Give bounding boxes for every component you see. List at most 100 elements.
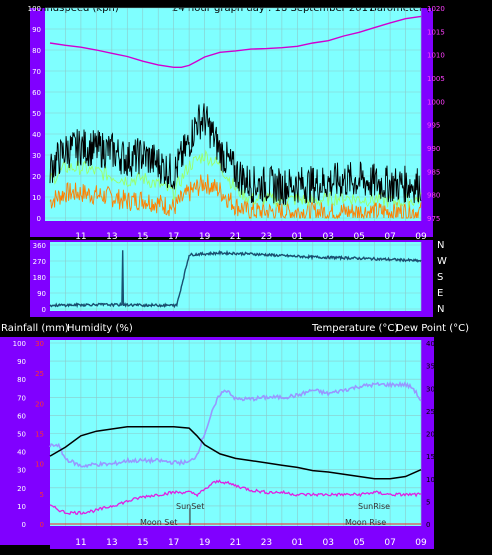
rain-tick-label: 10: [35, 461, 44, 469]
humidity-tick-label: 70: [17, 394, 26, 402]
x-tick-label: 21: [230, 538, 241, 548]
baro-tick-label: 1010: [427, 52, 445, 60]
x-tick-label: 19: [199, 232, 211, 242]
x-tick-label: 07: [384, 538, 395, 548]
baro-tick-label: 990: [427, 145, 440, 153]
temp-tick-label: 20: [426, 431, 435, 439]
x-tick-label: 19: [199, 538, 211, 548]
wind-tick-label: 40: [32, 131, 41, 139]
dewpoint-axis-title: Dew Point (°C): [396, 323, 469, 334]
rain-axis-title: Rainfall (mm): [1, 323, 69, 334]
temperature-line: [49, 425, 422, 480]
baro-tick-label: 1005: [427, 75, 445, 83]
bottom-left-cap: [0, 545, 50, 555]
temp-tick-label: 35: [426, 363, 435, 371]
baro-axis-title: Barometer (hpa): [370, 3, 453, 14]
x-tick-label: 05: [353, 232, 364, 242]
dir-tick-label: 90: [37, 290, 46, 298]
temp-tick-label: 0: [426, 521, 430, 529]
wind-direction-line: [49, 249, 422, 309]
wind-tick-label: 0: [37, 215, 41, 223]
x-tick-label: 01: [292, 232, 303, 242]
x-tick-label: 09: [415, 232, 427, 242]
direction-label: E: [437, 288, 443, 299]
humidity-tick-label: 40: [17, 449, 26, 457]
barometer-line: [49, 15, 422, 68]
dir-tick-label: 0: [42, 306, 46, 314]
humidity-tick-label: 10: [17, 503, 26, 511]
rain-tick-label: 25: [35, 370, 44, 378]
x-tick-label: 23: [261, 232, 272, 242]
baro-tick-label: 975: [427, 215, 440, 223]
x-tick-label: 13: [106, 538, 117, 548]
temp-tick-label: 25: [426, 408, 435, 416]
humidity-tick-label: 20: [17, 485, 26, 493]
x-tick-label: 09: [415, 538, 427, 548]
direction-label: S: [437, 272, 443, 283]
rain-tick-label: 5: [40, 491, 44, 499]
rain-tick-label: 15: [35, 431, 44, 439]
wind-speed-line: [49, 103, 422, 206]
humidity-tick-label: 50: [17, 431, 26, 439]
x-tick-label: 03: [323, 538, 334, 548]
temp-tick-label: 5: [426, 498, 430, 506]
gust-line: [49, 174, 422, 220]
humidity-tick-label: 80: [17, 376, 26, 384]
wind-tick-label: 70: [32, 68, 41, 76]
baro-tick-label: 995: [427, 122, 440, 130]
temp-tick-label: 30: [426, 385, 435, 393]
baro-tick-label: 1020: [427, 5, 445, 13]
baro-tick-label: 1015: [427, 28, 445, 36]
x-tick-label: 21: [230, 232, 241, 242]
direction-label: N: [437, 304, 444, 315]
dir-tick-label: 180: [33, 274, 46, 282]
wind-avg-light-line: [49, 149, 422, 209]
baro-tick-label: 985: [427, 168, 440, 176]
humidity-tick-label: 30: [17, 467, 26, 475]
wind-tick-label: 10: [32, 194, 41, 202]
chart-title: 24 hour graph day : 18 September 2017: [172, 3, 374, 14]
wind-tick-label: 60: [32, 89, 41, 97]
humidity-tick-label: 0: [22, 521, 26, 529]
baro-tick-label: 980: [427, 192, 440, 200]
rain-tick-label: 20: [35, 400, 44, 408]
temp-tick-label: 10: [426, 476, 435, 484]
humidity-tick-label: 100: [13, 340, 26, 348]
rain-tick-label: 0: [40, 521, 44, 529]
x-tick-label: 23: [261, 538, 272, 548]
x-tick-label: 15: [137, 232, 148, 242]
wind-tick-label: 50: [32, 110, 41, 118]
rain-tick-label: 30: [35, 340, 44, 348]
x-tick-label: 11: [75, 232, 86, 242]
x-tick-label: 11: [75, 538, 86, 548]
x-tick-label: 13: [106, 232, 117, 242]
x-tick-label: 01: [292, 538, 303, 548]
x-tick-label: 03: [323, 232, 334, 242]
humidity-line: [49, 380, 422, 469]
temp-tick-label: 40: [426, 340, 435, 348]
wind-tick-label: 100: [28, 5, 41, 13]
direction-label: N: [437, 240, 444, 251]
sunset-label: SunSet: [176, 502, 204, 511]
humidity-tick-label: 60: [17, 412, 26, 420]
dewpoint-line: [49, 479, 422, 515]
dir-tick-label: 360: [33, 242, 46, 250]
left-panel-frame: [0, 337, 31, 549]
x-tick-label: 17: [168, 232, 179, 242]
wind-tick-label: 80: [32, 47, 41, 55]
wind-tick-label: 20: [32, 173, 41, 181]
humidity-axis-title: Humidity (%): [67, 323, 133, 334]
dir-tick-label: 270: [33, 258, 46, 266]
temp-tick-label: 15: [426, 453, 435, 461]
moonset-label: Moon Set: [140, 518, 177, 527]
wind-tick-label: 90: [32, 26, 41, 34]
x-tick-label: 05: [353, 538, 364, 548]
x-tick-label: 07: [384, 232, 395, 242]
x-tick-label: 17: [168, 538, 179, 548]
x-tick-label: 15: [137, 538, 148, 548]
baro-tick-label: 1000: [427, 98, 445, 106]
wind-tick-label: 30: [32, 152, 41, 160]
sunrise-label: SunRise: [358, 502, 390, 511]
direction-label: W: [437, 256, 447, 267]
